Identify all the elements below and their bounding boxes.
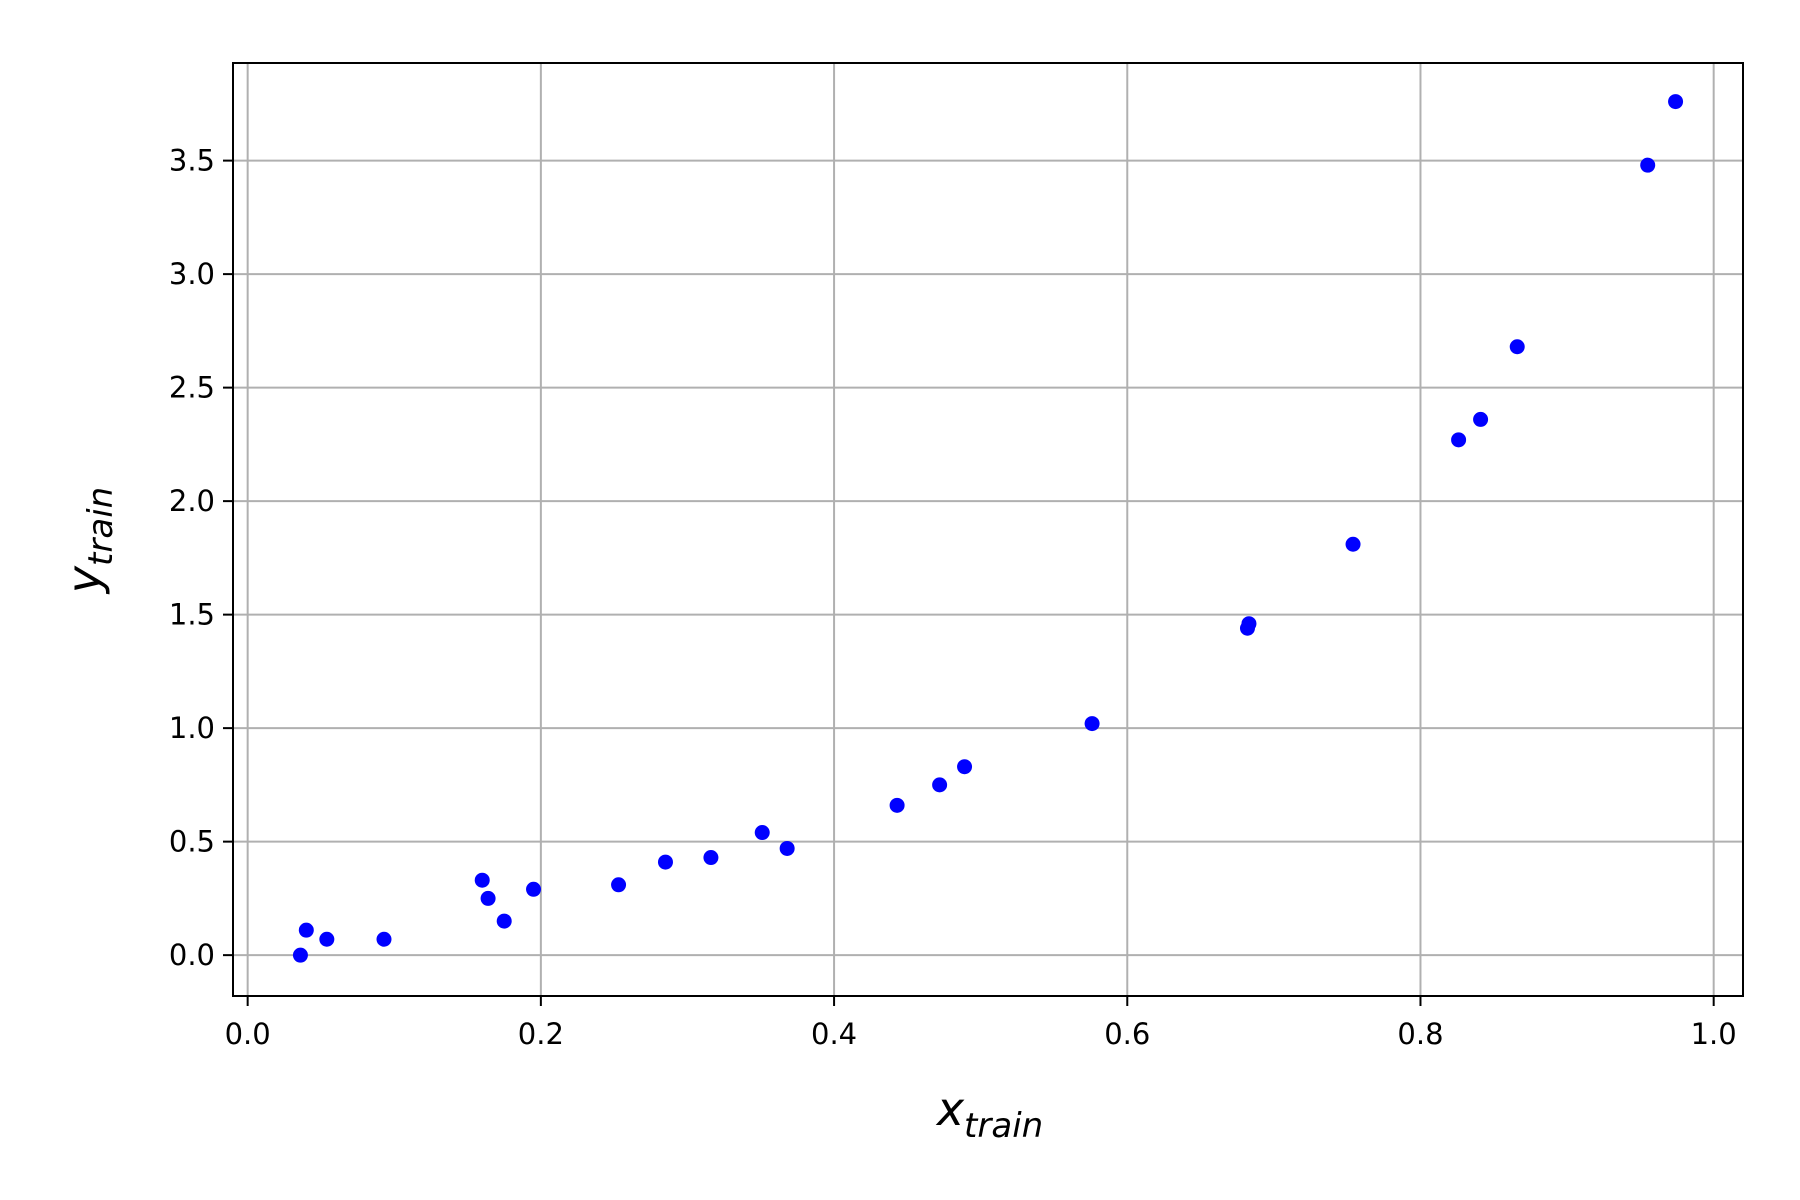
- x-tick-label: 1.0: [1691, 1017, 1737, 1051]
- data-point: [474, 872, 490, 888]
- y-axis-label-main: y: [57, 565, 111, 595]
- x-axis-ticks: 0.0 0.2 0.4 0.6 0.8 1.0: [225, 996, 1737, 1051]
- x-axis-label: xtrain: [935, 1082, 1043, 1146]
- x-axis-label-subscript: train: [964, 1106, 1043, 1146]
- y-tick-label: 0.5: [169, 825, 215, 859]
- x-tick-label: 0.6: [1104, 1017, 1150, 1051]
- data-point: [1473, 411, 1489, 427]
- y-axis-label: ytrain: [57, 487, 121, 595]
- data-point: [611, 877, 627, 893]
- data-point: [496, 913, 512, 929]
- x-tick-label: 0.8: [1397, 1017, 1443, 1051]
- data-point: [298, 922, 314, 938]
- y-tick-label: 3.0: [169, 257, 215, 291]
- data-points: [292, 94, 1684, 963]
- grid-lines: [233, 63, 1743, 996]
- data-point: [1668, 94, 1684, 110]
- y-tick-label: 0.0: [169, 938, 215, 972]
- data-point: [376, 931, 392, 947]
- x-tick-label: 0.4: [811, 1017, 857, 1051]
- data-point: [703, 850, 719, 866]
- plot-frame: [232, 62, 1744, 997]
- data-point: [480, 890, 496, 906]
- data-point: [1241, 616, 1257, 632]
- data-point: [1451, 432, 1467, 448]
- data-point: [657, 854, 673, 870]
- x-axis-label-main: x: [935, 1082, 965, 1136]
- data-point: [779, 840, 795, 856]
- data-point: [319, 931, 335, 947]
- y-axis-ticks: 0.0 0.5 1.0 1.5 2.0 2.5 3.0 3.5: [169, 144, 233, 972]
- data-point: [1640, 157, 1656, 173]
- y-tick-label: 2.0: [169, 484, 215, 518]
- data-point: [526, 881, 542, 897]
- data-point: [1509, 339, 1525, 355]
- data-point: [754, 825, 770, 841]
- y-tick-label: 1.0: [169, 711, 215, 745]
- x-tick-label: 0.0: [225, 1017, 271, 1051]
- data-point: [292, 947, 308, 963]
- data-point: [932, 777, 948, 793]
- data-point: [1084, 716, 1100, 732]
- y-axis-label-subscript: train: [81, 487, 121, 566]
- y-tick-label: 2.5: [169, 371, 215, 405]
- y-tick-label: 1.5: [169, 598, 215, 632]
- y-tick-label: 3.5: [169, 144, 215, 178]
- data-point: [1345, 536, 1361, 552]
- x-tick-label: 0.2: [518, 1017, 564, 1051]
- data-point: [889, 797, 905, 813]
- data-point: [957, 759, 973, 775]
